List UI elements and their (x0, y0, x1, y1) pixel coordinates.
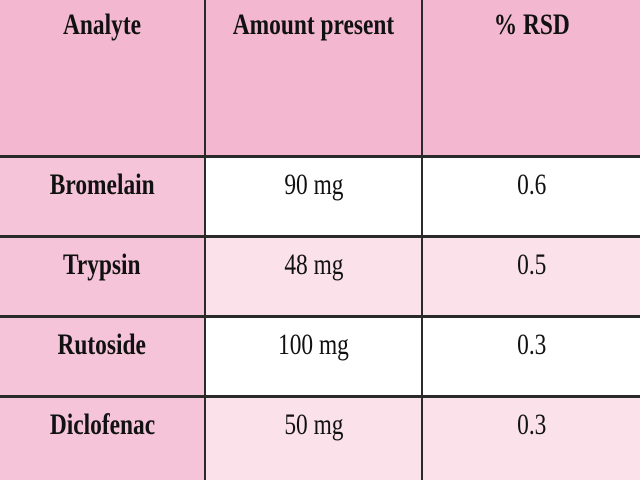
table-header-row: Analyte Amount present % RSD (0, 0, 640, 158)
analyte-cell: Diclofenac (0, 398, 206, 480)
amount-cell: 100 mg (206, 318, 423, 398)
header-amount-present: Amount present (206, 0, 423, 158)
amount-cell: 90 mg (206, 158, 423, 238)
header-amount-present-label: Amount present (232, 8, 395, 41)
amount-cell: 50 mg (206, 398, 423, 480)
analyte-name: Bromelain (49, 168, 155, 201)
rsd-cell: 0.3 (423, 318, 640, 398)
header-analyte: Analyte (0, 0, 206, 158)
rsd-cell: 0.5 (423, 238, 640, 318)
table-row: Rutoside 100 mg 0.3 (0, 318, 640, 398)
rsd-value: 0.5 (516, 248, 547, 281)
analyte-cell: Trypsin (0, 238, 206, 318)
header-rsd-label: % RSD (493, 8, 570, 41)
rsd-value: 0.3 (516, 408, 547, 441)
amount-value: 100 mg (278, 328, 349, 361)
amount-value: 48 mg (283, 248, 344, 281)
analyte-name: Trypsin (63, 248, 141, 281)
analyte-cell: Bromelain (0, 158, 206, 238)
table-row: Bromelain 90 mg 0.6 (0, 158, 640, 238)
rsd-cell: 0.3 (423, 398, 640, 480)
amount-cell: 48 mg (206, 238, 423, 318)
rsd-value: 0.6 (516, 168, 547, 201)
header-rsd: % RSD (423, 0, 640, 158)
amount-value: 90 mg (283, 168, 344, 201)
analyte-name: Diclofenac (49, 408, 155, 441)
table-row: Trypsin 48 mg 0.5 (0, 238, 640, 318)
analyte-name: Rutoside (57, 328, 147, 361)
rsd-cell: 0.6 (423, 158, 640, 238)
amount-value: 50 mg (283, 408, 344, 441)
rsd-value: 0.3 (516, 328, 547, 361)
header-analyte-label: Analyte (63, 8, 141, 41)
table-row: Diclofenac 50 mg 0.3 (0, 398, 640, 480)
analyte-cell: Rutoside (0, 318, 206, 398)
